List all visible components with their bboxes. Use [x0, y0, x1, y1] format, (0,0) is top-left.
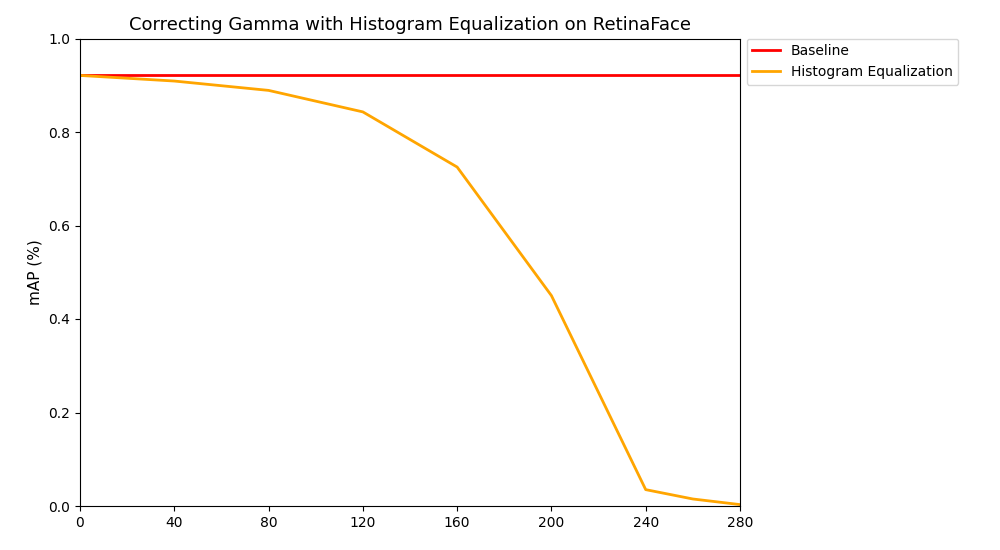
Histogram Equalization: [545, 293, 557, 299]
Title: Correcting Gamma with Histogram Equalization on RetinaFace: Correcting Gamma with Histogram Equaliza…: [129, 16, 691, 34]
Histogram Equalization: [451, 164, 463, 170]
Histogram Equalization: [734, 501, 746, 508]
Histogram Equalization: [357, 108, 369, 115]
Line: Histogram Equalization: Histogram Equalization: [80, 75, 740, 504]
Histogram Equalization: [168, 78, 180, 84]
Histogram Equalization: [687, 496, 699, 502]
Histogram Equalization: [640, 486, 652, 493]
Y-axis label: mAP (%): mAP (%): [28, 239, 43, 305]
Histogram Equalization: [263, 87, 275, 94]
Histogram Equalization: [74, 72, 86, 79]
Legend: Baseline, Histogram Equalization: Baseline, Histogram Equalization: [747, 39, 958, 85]
